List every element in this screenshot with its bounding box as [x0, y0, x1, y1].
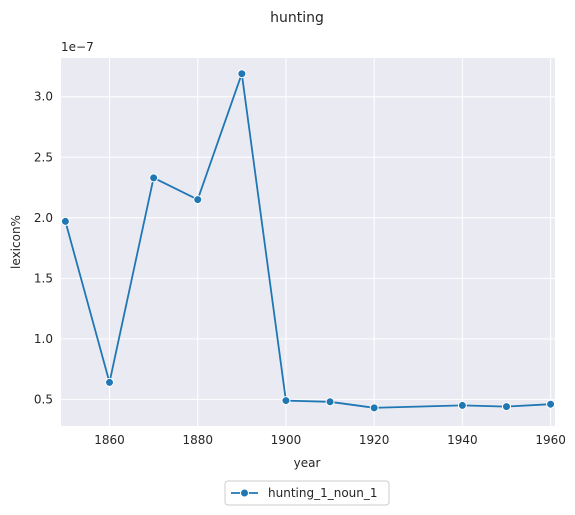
- data-point: [369, 403, 379, 413]
- y-axis-label: lexicon%: [9, 215, 23, 269]
- legend: hunting_1_noun_1: [224, 480, 390, 506]
- y-tick-label: 3.0: [34, 90, 53, 104]
- x-tick-label: 1940: [447, 433, 478, 447]
- data-point: [546, 399, 556, 409]
- y-offset-label: 1e−7: [61, 40, 94, 54]
- x-tick-label: 1960: [535, 433, 566, 447]
- series-layer: [60, 69, 556, 413]
- y-tick-label: 1.0: [34, 332, 53, 346]
- legend-box: [224, 480, 390, 506]
- chart-title: hunting: [270, 10, 324, 26]
- x-tick-label: 1880: [182, 433, 213, 447]
- legend-label: hunting_1_noun_1: [268, 486, 378, 500]
- data-point: [193, 195, 203, 205]
- plot-area: [61, 58, 555, 426]
- data-point: [501, 402, 511, 412]
- x-tick-label: 1900: [271, 433, 302, 447]
- data-point: [281, 396, 291, 406]
- data-point: [325, 397, 335, 407]
- y-tick-label: 2.5: [34, 150, 53, 164]
- y-tick-label: 2.0: [34, 211, 53, 225]
- legend-marker: [240, 488, 249, 498]
- y-tick-label: 1.5: [34, 271, 53, 285]
- tick-labels: 1860 1880 1900 1920 1940 1960 0.5 1.0 1.5 2.0 2.5 3…: [34, 90, 566, 447]
- data-point: [149, 173, 159, 183]
- x-tick-label: 1860: [94, 433, 125, 447]
- x-tick-label: 1920: [359, 433, 390, 447]
- data-point: [105, 377, 115, 387]
- data-point: [237, 69, 247, 79]
- data-point: [60, 216, 70, 226]
- data-point: [457, 400, 467, 410]
- x-axis-label: year: [294, 456, 321, 470]
- y-tick-label: 0.5: [34, 392, 53, 406]
- grid-lines: [61, 58, 555, 426]
